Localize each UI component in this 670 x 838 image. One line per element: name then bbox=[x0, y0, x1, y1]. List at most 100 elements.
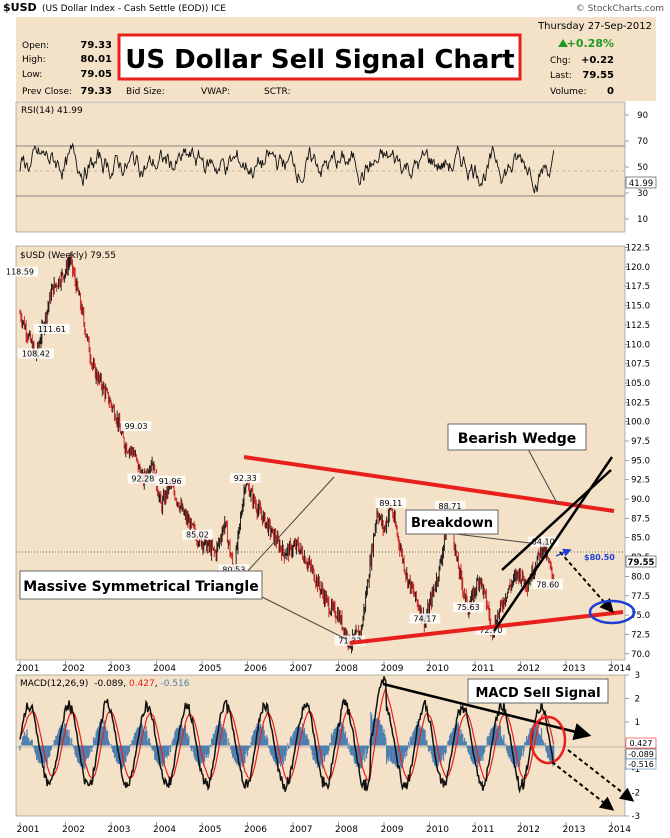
price-label: 84.10 bbox=[532, 538, 555, 547]
price-label: 92.28 bbox=[131, 474, 154, 483]
macd-histogram-bar bbox=[73, 745, 75, 750]
macd-histogram-bar bbox=[503, 734, 505, 746]
macd-histogram-bar bbox=[111, 745, 113, 749]
macd-histogram-bar bbox=[58, 728, 60, 746]
macd-histogram-bar bbox=[484, 745, 486, 753]
macd-histogram-bar bbox=[116, 745, 118, 763]
macd-histogram-bar bbox=[519, 745, 522, 760]
macd-histogram-bar bbox=[449, 735, 451, 746]
price-label: 75.63 bbox=[457, 603, 480, 612]
macd-histogram-bar bbox=[332, 732, 334, 746]
macd-histogram-bar bbox=[239, 745, 241, 764]
macd-histogram-bar bbox=[525, 742, 527, 746]
macd-histogram-bar bbox=[126, 745, 128, 755]
macd-histogram-bar bbox=[269, 745, 271, 753]
macd-histogram-bar bbox=[410, 736, 412, 746]
macd-histogram-bar bbox=[191, 745, 193, 749]
rsi-tick-label: 90 bbox=[637, 111, 648, 121]
macd-histogram-bar bbox=[323, 745, 325, 756]
year-label: 2009 bbox=[381, 825, 404, 835]
macd-histogram-bar bbox=[424, 730, 426, 746]
price-tick-label: 112.5 bbox=[626, 321, 650, 331]
macd-histogram-bar bbox=[546, 745, 548, 753]
macd-histogram-bar bbox=[335, 727, 337, 746]
rsi-tick-label: 30 bbox=[637, 189, 648, 199]
macd-histogram-bar bbox=[96, 729, 98, 746]
macd-histogram-bar bbox=[195, 745, 197, 761]
macd-histogram-bar bbox=[324, 745, 326, 757]
macd-histogram-bar bbox=[317, 745, 319, 767]
macd-histogram-bar bbox=[278, 745, 280, 765]
macd-histogram-bar bbox=[405, 745, 407, 752]
macd-histogram-bar bbox=[455, 726, 457, 746]
macd-histogram-bar bbox=[417, 725, 419, 746]
macd-histogram-bar bbox=[192, 745, 194, 753]
macd-histogram-bar bbox=[160, 745, 162, 767]
macd-histogram-bar bbox=[224, 728, 226, 746]
price-labels: 118.59 108.42 111.61 99.03 92.28 91.96 85.02 80… bbox=[2, 266, 564, 646]
macd-histogram-bar bbox=[351, 745, 353, 756]
macd-histogram-bar bbox=[227, 738, 229, 746]
macd-tick-label: -3 bbox=[632, 812, 640, 822]
macd-histogram-bar bbox=[521, 745, 523, 749]
macd-histogram-bar bbox=[520, 745, 522, 757]
macd-histogram-bar bbox=[152, 745, 154, 750]
macd-histogram-bar bbox=[101, 727, 103, 746]
macd-histogram-bar bbox=[427, 745, 429, 747]
triangle-lower-trendline bbox=[349, 610, 624, 645]
macd-histogram-bar bbox=[145, 726, 147, 746]
macd-tick-label: 1 bbox=[635, 718, 640, 728]
macd-histogram-bar bbox=[421, 730, 423, 746]
macd-label-v1: -0.089 bbox=[94, 679, 123, 689]
macd-histogram-bar bbox=[447, 740, 449, 746]
year-label: 2010 bbox=[426, 664, 449, 674]
price-label-bg bbox=[120, 421, 152, 432]
macd-histogram-bar bbox=[402, 745, 404, 763]
wedge-callout-line-b bbox=[527, 448, 559, 506]
price-label-bg bbox=[182, 529, 213, 540]
macd-histogram-bar bbox=[361, 745, 363, 767]
macd-histogram-bar bbox=[329, 743, 331, 746]
macd-histogram-bar bbox=[68, 729, 70, 746]
price-label-bg bbox=[154, 475, 186, 486]
macd-histogram-bar bbox=[310, 745, 312, 750]
macd-histogram-bar bbox=[205, 745, 207, 758]
high-value: 80.01 bbox=[80, 54, 112, 65]
macd-histogram-bar bbox=[72, 745, 74, 747]
macd-histogram-bar bbox=[57, 730, 60, 746]
macd-histogram-bar bbox=[348, 743, 350, 746]
macd-histogram-bar bbox=[330, 733, 333, 746]
macd-histogram-bar bbox=[190, 745, 192, 748]
macd-histogram-bar bbox=[213, 734, 215, 746]
price-last-tag bbox=[625, 555, 657, 568]
year-label: 2001 bbox=[17, 664, 40, 674]
macd-histogram-bar bbox=[379, 724, 382, 746]
macd-histogram-bar bbox=[85, 745, 88, 760]
macd-histogram-bar bbox=[460, 729, 462, 746]
macd-histogram-bar bbox=[528, 732, 530, 746]
macd-histogram-bar bbox=[52, 744, 54, 746]
macd-histogram-bar bbox=[257, 725, 259, 746]
macd-histogram-bar bbox=[120, 745, 122, 765]
year-axis-bottom: 2001 2002 2003 2004 2005 2006 2007 2008 2009 2010… bbox=[17, 822, 631, 835]
rsi-tick-label: 10 bbox=[637, 215, 648, 225]
macd-histogram-bar bbox=[38, 745, 40, 764]
macd-histogram-bar bbox=[155, 745, 158, 762]
macd-histogram-bar bbox=[436, 745, 438, 768]
macd-histogram-bar bbox=[206, 745, 208, 755]
macd-histogram-bar bbox=[344, 731, 347, 746]
macd-histogram-bar bbox=[506, 745, 508, 754]
year-label: 2007 bbox=[290, 825, 313, 835]
year-label: 2003 bbox=[108, 664, 131, 674]
price-label: 72.70 bbox=[479, 626, 502, 635]
symbol: $USD bbox=[3, 1, 37, 14]
macd-histogram-bar bbox=[85, 745, 87, 762]
price-tick-label: 92.5 bbox=[631, 476, 650, 486]
rsi-tick-label: 70 bbox=[637, 137, 648, 147]
macd-histogram-bar bbox=[513, 745, 515, 769]
macd-label-v2: 0.427 bbox=[129, 679, 155, 689]
macd-histogram-bar bbox=[243, 745, 245, 765]
macd-histogram-bar bbox=[422, 728, 424, 746]
prev-close-label: Prev Close: bbox=[22, 87, 72, 97]
macd-trend-arrow bbox=[382, 682, 592, 741]
